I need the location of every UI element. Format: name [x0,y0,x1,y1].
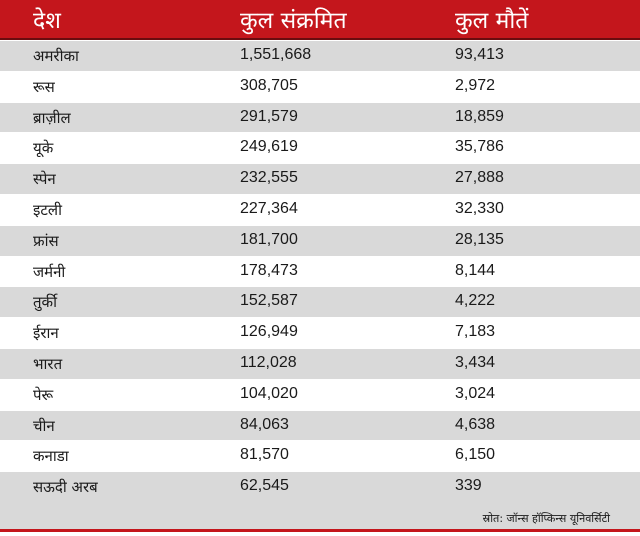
table-row: स्पेन 232,555 27,888 [0,163,640,194]
infected-cell: 126,949 [240,323,298,341]
country-cell: जर्मनी [33,262,66,281]
table-row: यूके 249,619 35,786 [0,132,640,163]
country-cell: तुर्की [33,293,57,312]
table-row: फ्रांस 181,700 28,135 [0,224,640,256]
infected-cell: 249,619 [240,138,298,156]
infected-cell: 1,551,668 [240,46,312,63]
table-row: अमरीका 1,551,668 93,413 [0,40,640,71]
table-footer: स्रोत: जॉन्स हॉप्किन्स यूनिवर्सिटी [0,502,640,532]
country-cell: इटली [33,200,62,219]
source-note: स्रोत: जॉन्स हॉप्किन्स यूनिवर्सिटी [482,512,610,525]
country-cell: स्पेन [33,170,56,189]
country-cell: सऊदी अरब [33,478,98,497]
deaths-cell: 18,859 [455,107,504,125]
country-cell: ईरान [33,324,59,343]
infected-cell: 81,570 [240,446,289,464]
infected-cell: 232,555 [240,169,298,187]
infected-cell: 181,700 [240,230,298,248]
infected-cell: 178,473 [240,261,298,279]
deaths-cell: 3,434 [455,353,496,371]
table-header: देश कुल संक्रमित कुल मौतें [0,0,640,40]
deaths-cell: 4,638 [455,415,496,433]
table-body: अमरीका 1,551,668 93,413 रूस 308,705 2,972 ब्रा… [0,40,640,502]
country-cell: भारत [33,354,63,373]
table-row: ईरान 126,949 7,183 [0,317,640,348]
deaths-cell: 35,786 [455,138,504,156]
infected-cell: 62,545 [240,477,289,495]
table-row: इटली 227,364 32,330 [0,193,640,225]
infected-cell: 84,063 [240,415,289,433]
country-cell: यूके [33,139,54,158]
country-cell: चीन [33,416,55,435]
infected-cell: 112,028 [240,353,297,371]
table-row: भारत 112,028 3,434 [0,347,640,379]
deaths-cell: 6,150 [455,446,496,464]
header-country: देश [33,8,61,34]
table-row: सऊदी अरब 62,545 339 [0,471,640,502]
country-cell: रूस [33,77,55,96]
country-cell: ब्राज़ील [33,108,71,127]
table-row: पेरू 104,020 3,024 [0,378,640,410]
header-total-infected: कुल संक्रमित [240,8,347,34]
table-row: चीन 84,063 4,638 [0,409,640,441]
table-row: जर्मनी 178,473 8,144 [0,255,640,287]
table-row: ब्राज़ील 291,579 18,859 [0,101,640,133]
infected-cell: 152,587 [240,292,298,310]
country-cell: कनाडा [33,447,69,466]
country-cell: अमरीका [33,47,79,65]
header-total-deaths: कुल मौतें [455,8,529,34]
deaths-cell: 32,330 [455,199,504,217]
infected-cell: 227,364 [240,199,298,217]
deaths-cell: 93,413 [455,46,504,63]
deaths-cell: 339 [455,477,482,495]
deaths-cell: 7,183 [455,323,496,341]
deaths-cell: 4,222 [455,292,496,310]
table-row: रूस 308,705 2,972 [0,70,640,102]
deaths-cell: 3,024 [455,384,496,402]
deaths-cell: 28,135 [455,230,504,248]
country-cell: फ्रांस [33,231,59,250]
table-row: तुर्की 152,587 4,222 [0,286,640,318]
table-row: कनाडा 81,570 6,150 [0,440,640,471]
country-cell: पेरू [33,385,54,404]
deaths-cell: 8,144 [455,261,496,279]
infected-cell: 291,579 [240,107,298,125]
infected-cell: 104,020 [240,384,298,402]
infected-cell: 308,705 [240,76,298,94]
deaths-cell: 2,972 [455,76,496,94]
deaths-cell: 27,888 [455,169,504,187]
